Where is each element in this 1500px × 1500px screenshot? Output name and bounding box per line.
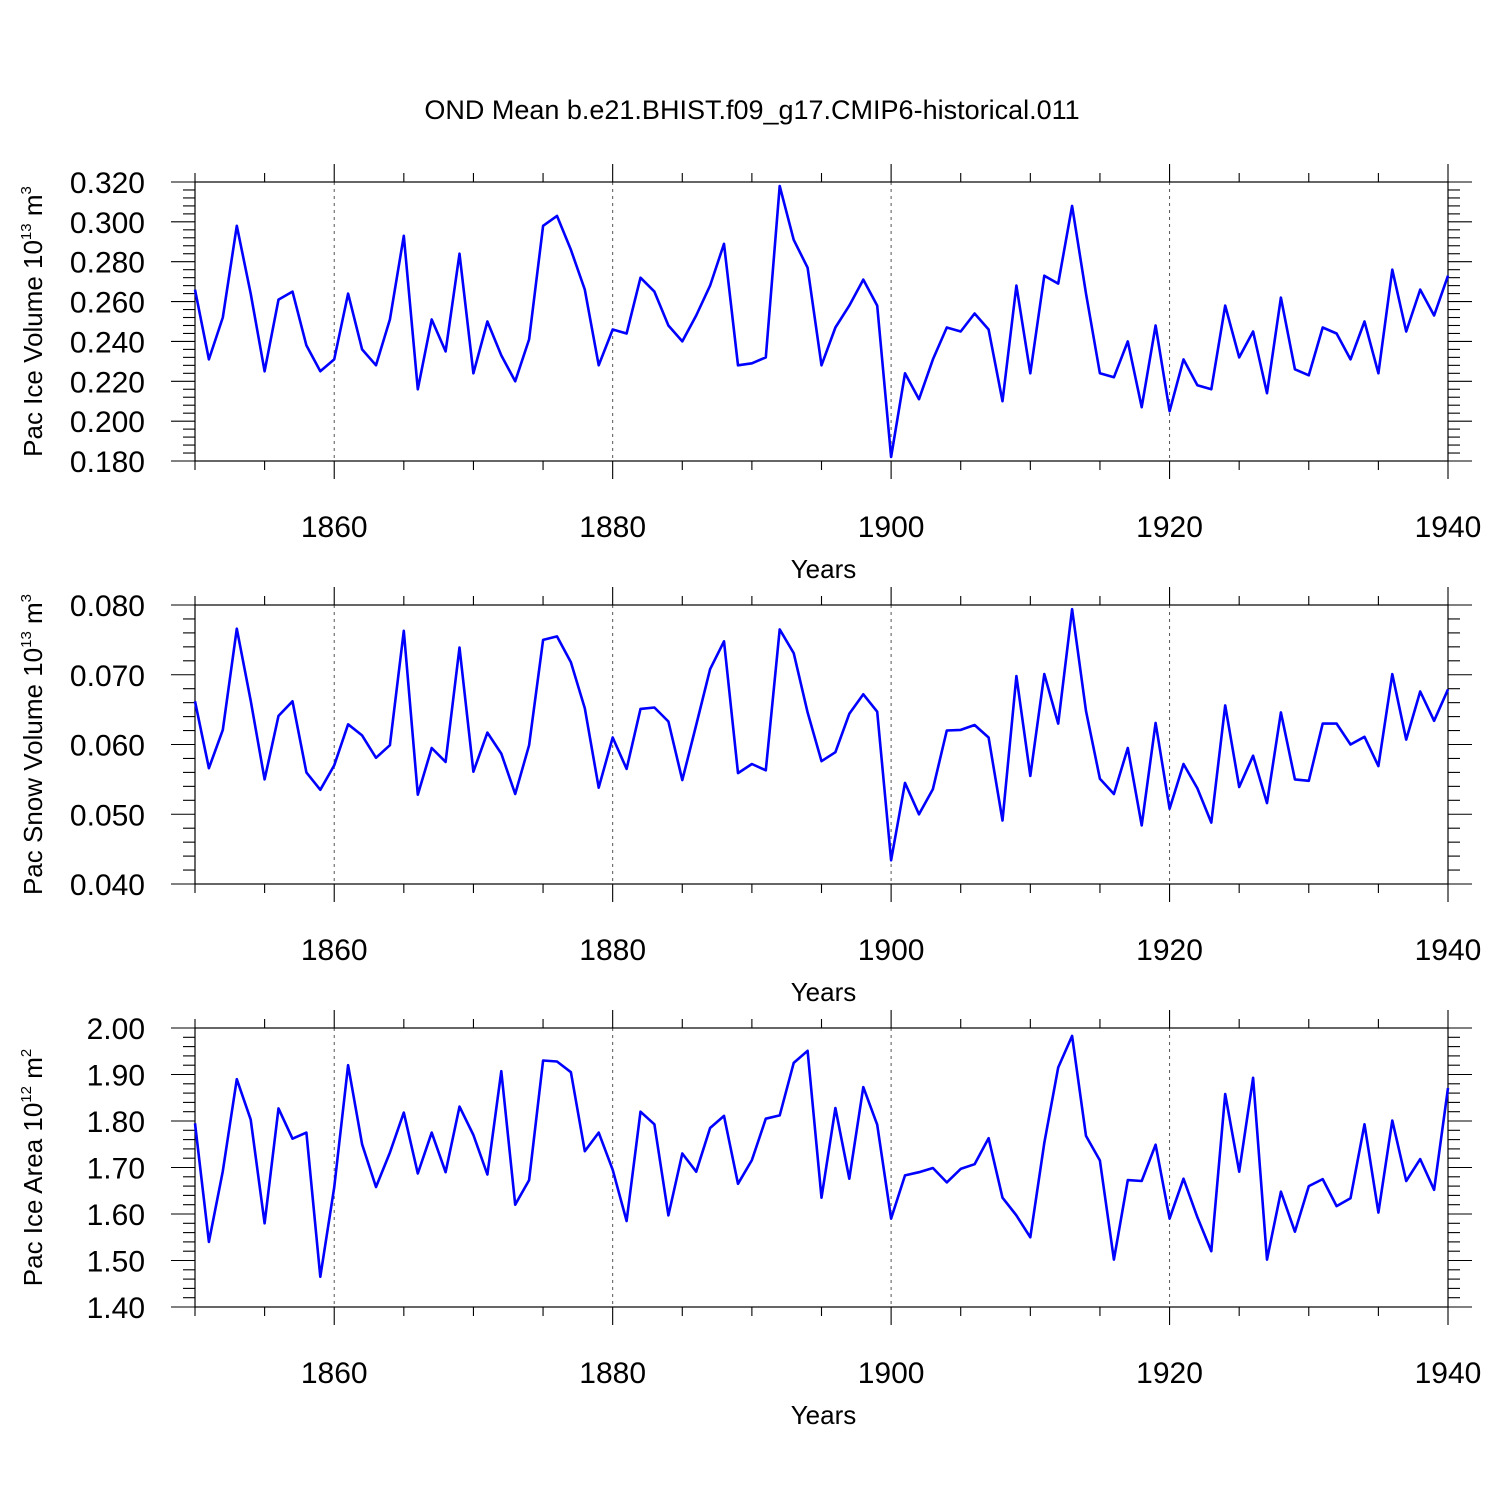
- y-tick-label: 1.70: [87, 1153, 145, 1186]
- y-tick-label: 0.300: [70, 207, 145, 240]
- y-axis-label-unit-exponent: 3: [18, 594, 35, 602]
- x-tick-label: 1880: [579, 1357, 646, 1390]
- y-tick-label: 0.240: [70, 326, 145, 359]
- x-tick-label: 1880: [579, 511, 646, 544]
- y-axis-label-base: Pac Ice Area 10: [18, 1103, 48, 1287]
- x-tick-label: 1900: [858, 934, 925, 967]
- y-tick-label: 0.260: [70, 287, 145, 320]
- y-axis-label-base: Pac Snow Volume 10: [18, 648, 48, 895]
- y-tick-label: 0.320: [70, 167, 145, 200]
- series-line: [193, 184, 1450, 459]
- y-axis-label-unit: m: [18, 602, 48, 631]
- y-axis-label-unit-exponent: 2: [18, 1049, 35, 1057]
- y-axis-label: Pac Ice Volume 1013 m3: [18, 186, 48, 457]
- y-tick-label: 0.050: [70, 799, 145, 832]
- x-tick-label: 1860: [301, 1357, 368, 1390]
- y-axis-label: Pac Ice Area 1012 m2: [18, 1049, 48, 1286]
- x-tick-label: 1940: [1415, 1357, 1482, 1390]
- y-tick-label: 0.080: [70, 590, 145, 623]
- y-axis-label-exponent: 12: [18, 1086, 35, 1103]
- y-axis-label-unit: m: [18, 194, 48, 223]
- x-tick-label: 1940: [1415, 511, 1482, 544]
- x-tick-label: 1900: [858, 1357, 925, 1390]
- y-tick-label: 0.280: [70, 247, 145, 280]
- x-tick-label: 1900: [858, 511, 925, 544]
- ice-area-panel: 1.40 1.50 1.60 1.70 1.80 1.90 2.00 1860 1880 1900…: [18, 1010, 1481, 1430]
- x-tick-label: 1920: [1136, 934, 1203, 967]
- x-tick-label: 1860: [301, 511, 368, 544]
- x-axis-label: Years: [791, 554, 857, 584]
- y-axis-label-exponent: 13: [18, 223, 35, 240]
- y-tick-label: 1.80: [87, 1106, 145, 1139]
- y-axis-label-unit: m: [18, 1057, 48, 1086]
- y-tick-label: 0.200: [70, 406, 145, 439]
- y-tick-label: 0.070: [70, 660, 145, 693]
- ice-volume-panel: 0.180 0.200 0.220 0.240 0.260 0.280 0.300 0.320…: [18, 164, 1481, 584]
- y-tick-label: 0.180: [70, 446, 145, 479]
- plot-frame: [194, 181, 1449, 462]
- y-tick-label: 1.50: [87, 1246, 145, 1279]
- x-axis-label: Years: [791, 977, 857, 1007]
- y-tick-label: 0.220: [70, 366, 145, 399]
- x-tick-label: 1880: [579, 934, 646, 967]
- y-axis-label-base: Pac Ice Volume 10: [18, 240, 48, 457]
- chart-title: OND Mean b.e21.BHIST.f09_g17.CMIP6-histo…: [424, 95, 1079, 125]
- y-tick-label: 1.40: [87, 1292, 145, 1325]
- snow-volume-panel: 0.040 0.050 0.060 0.070 0.080 1860 1880 1900 192…: [18, 587, 1481, 1007]
- y-axis-label-exponent: 13: [18, 631, 35, 648]
- y-tick-label: 0.040: [70, 869, 145, 902]
- series-line: [193, 607, 1450, 862]
- series-line: [193, 1034, 1450, 1279]
- x-tick-label: 1920: [1136, 1357, 1203, 1390]
- y-axis-label-unit-exponent: 3: [18, 186, 35, 194]
- x-tick-label: 1860: [301, 934, 368, 967]
- y-tick-label: 1.60: [87, 1199, 145, 1232]
- y-tick-label: 1.90: [87, 1060, 145, 1093]
- x-tick-label: 1920: [1136, 511, 1203, 544]
- plot-frame: [194, 604, 1449, 885]
- y-tick-label: 2.00: [87, 1013, 145, 1046]
- y-axis-label: Pac Snow Volume 1013 m3: [18, 594, 48, 895]
- y-tick-label: 0.060: [70, 730, 145, 763]
- x-axis-label: Years: [791, 1400, 857, 1430]
- x-tick-label: 1940: [1415, 934, 1482, 967]
